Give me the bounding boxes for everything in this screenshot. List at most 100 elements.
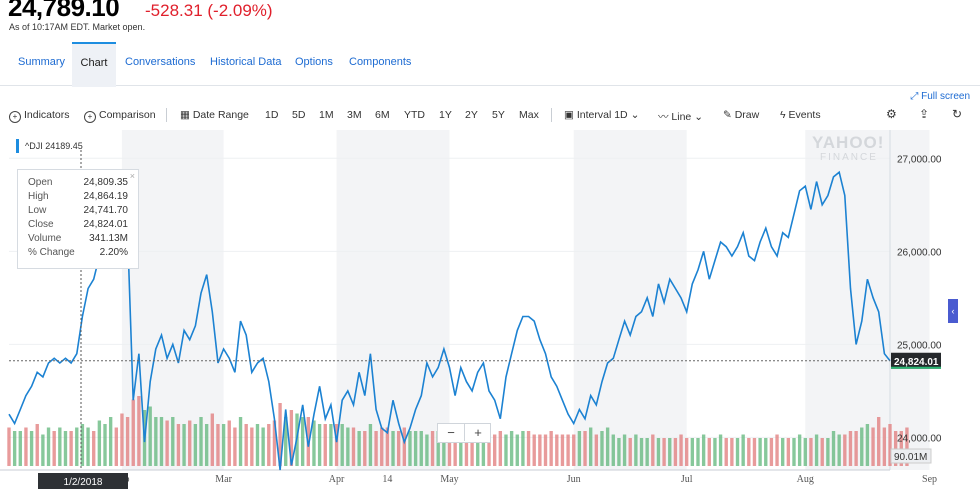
range-5d[interactable]: 5D (292, 109, 306, 121)
volume-bar (600, 431, 604, 466)
range-max[interactable]: Max (519, 109, 539, 121)
volume-bar (572, 434, 576, 466)
tab-historical-data[interactable]: Historical Data (210, 56, 282, 68)
volume-bar (137, 396, 141, 466)
volume-bar (312, 420, 316, 466)
tab-bar: Summary Chart Conversations Historical D… (0, 42, 980, 87)
volume-bar (865, 424, 870, 466)
range-1y[interactable]: 1Y (439, 109, 452, 121)
volume-bar (12, 431, 17, 466)
indicators-button[interactable]: + Indicators (9, 109, 70, 123)
volume-bar (487, 434, 491, 466)
ohlc-value: 24,809.35 (83, 177, 129, 188)
volume-bar (617, 438, 621, 466)
watermark-sub: FINANCE (820, 152, 878, 163)
volume-bar (413, 431, 418, 466)
zoom-in-button[interactable]: + (464, 424, 491, 441)
tab-components[interactable]: Components (349, 56, 412, 68)
volume-bar (63, 431, 68, 466)
month-bands (121, 130, 930, 470)
volume-bar (781, 438, 785, 466)
volume-bar (317, 424, 322, 466)
volume-bar (758, 438, 762, 466)
current-price-label: 24,824.01 (891, 352, 941, 369)
price-line (8, 170, 891, 471)
volume-bar (7, 427, 11, 466)
volume-bar (267, 424, 271, 466)
volume-bar (860, 427, 864, 466)
close-icon[interactable]: × (129, 171, 135, 181)
volume-bar (244, 424, 248, 466)
ticker-tag[interactable]: ^DJI 24189.45 (16, 139, 83, 153)
volume-bar (803, 438, 807, 466)
line-label: Line (671, 111, 692, 123)
volume-bar (278, 403, 282, 466)
zoom-out-button[interactable]: − (447, 425, 455, 440)
volume-bar (368, 424, 373, 466)
volume-bar (408, 431, 412, 466)
range-3m[interactable]: 3M (347, 109, 362, 121)
volume-bar (131, 399, 135, 466)
tab-summary[interactable]: Summary (18, 56, 66, 68)
divider (551, 108, 552, 122)
volume-bar (871, 427, 875, 466)
date-range-button[interactable]: ▦ Date Range (180, 109, 249, 121)
range-1d[interactable]: 1D (265, 109, 279, 121)
lightning-icon: ϟ (780, 109, 789, 121)
interval-label: Interval (576, 109, 612, 121)
volume-bar (289, 410, 294, 466)
volume-bar (634, 434, 638, 466)
date-range-label: Date Range (192, 109, 249, 121)
volume-bar (662, 438, 666, 466)
settings-icon[interactable]: ⚙ (886, 107, 897, 121)
volume-bar (679, 434, 683, 466)
tab-conversations[interactable]: Conversations (125, 56, 196, 68)
range-1m[interactable]: 1M (319, 109, 334, 121)
volume-bar (396, 431, 401, 466)
tab-chart[interactable]: Chart (72, 42, 116, 87)
volume-bar (272, 420, 277, 466)
crosshair-date-label: 1/2/2018 (38, 473, 128, 489)
interval-select[interactable]: ▣ Interval 1D ⌄ (564, 109, 639, 121)
volume-bar (385, 427, 390, 466)
comparison-button[interactable]: + Comparison (84, 109, 156, 123)
volume-label: 90.01M (890, 448, 932, 464)
volume-bar (380, 427, 384, 466)
y-tick-label: 24,000.00 (897, 433, 942, 444)
range-2y[interactable]: 2Y (465, 109, 478, 121)
watermark-logo: YAHOO! (812, 133, 884, 153)
range-ytd[interactable]: YTD (404, 109, 425, 121)
range-6m[interactable]: 6M (375, 109, 390, 121)
volume-bar (300, 417, 305, 466)
volume-bar (216, 424, 220, 466)
volume-bar (97, 420, 102, 466)
volume-bar (498, 431, 503, 466)
volume-bar (391, 431, 395, 466)
volume-bar (594, 434, 599, 466)
reset-icon[interactable]: ↻ (952, 107, 963, 121)
x-tick-label: May (440, 474, 458, 485)
events-button[interactable]: ϟ Events (780, 109, 821, 121)
draw-button[interactable]: ✎ Draw (723, 109, 759, 121)
x-tick-label: Mar (215, 474, 232, 485)
volume-bar (605, 427, 610, 466)
draw-label: Draw (734, 109, 760, 121)
y-tick-label: 26,000.00 (897, 247, 942, 258)
volume-bar (492, 434, 497, 466)
volume-bar (148, 406, 152, 466)
line-type-select[interactable]: 〰 Line ⌄ (658, 109, 703, 124)
range-5y[interactable]: 5Y (492, 109, 505, 121)
volume-bar (504, 434, 508, 466)
volume-bar (837, 434, 841, 466)
share-icon[interactable]: ⇪ (919, 107, 930, 121)
volume-bar (611, 434, 615, 466)
fullscreen-button[interactable]: ⤢ Full screen (910, 91, 970, 102)
watermark-line1: YAHOO! (812, 133, 885, 152)
volume-bar (419, 431, 423, 466)
month-band (573, 130, 687, 470)
volume-label-box (890, 448, 932, 464)
tab-options[interactable]: Options (295, 56, 333, 68)
collapse-panel-button[interactable]: ‹ (948, 299, 958, 323)
current-price-box (891, 352, 941, 369)
